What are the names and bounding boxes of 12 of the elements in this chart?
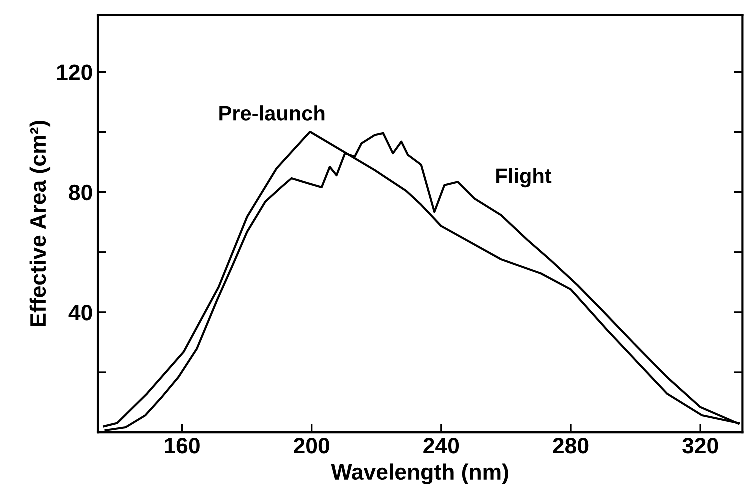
y-tick-label: 120	[57, 64, 92, 80]
x-axis-title: Wavelength (nm)	[331, 464, 508, 485]
y-tick-label: 80	[69, 184, 92, 201]
x-tick-label: 240	[424, 438, 460, 454]
y-tick-label: 40	[68, 304, 92, 321]
x-tick-label: 280	[553, 438, 589, 454]
x-tick-label: 200	[294, 438, 330, 454]
series-label: Flight	[496, 168, 552, 188]
x-tick-label: 160	[165, 438, 200, 454]
x-tick-label: 320	[682, 438, 718, 454]
series-label: Pre-launch	[220, 106, 325, 121]
y-axis-title: Effective Area (cm²)	[30, 120, 51, 326]
